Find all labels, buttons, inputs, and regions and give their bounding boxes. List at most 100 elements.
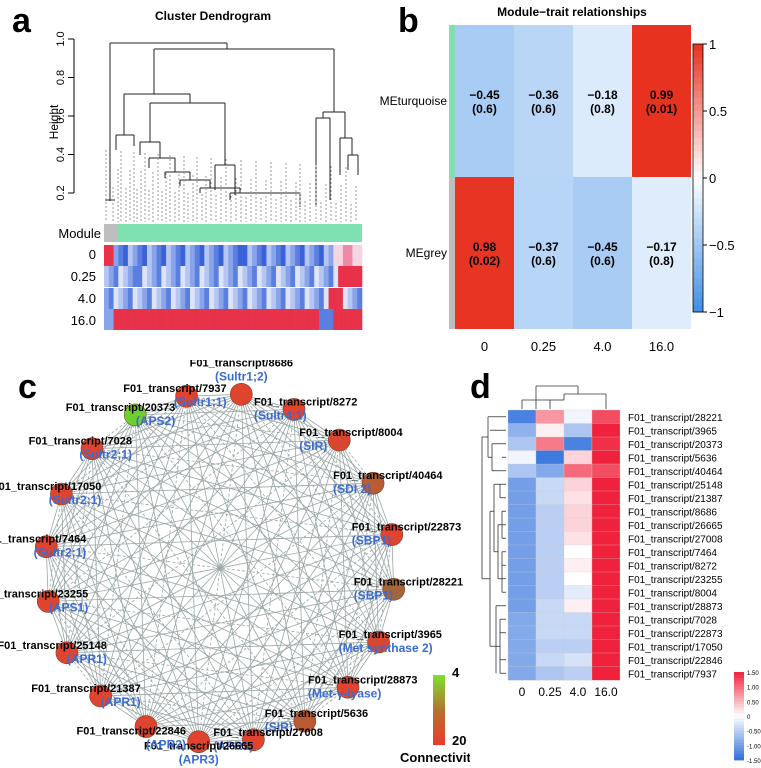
- hub-gene-cell: [507, 490, 537, 505]
- trait-heatmap-cell: [323, 245, 329, 266]
- trait-heatmap-cell: [247, 245, 253, 266]
- node-transcript-label: F01_transcript/22873: [352, 522, 461, 534]
- coexpression-network-panel: F01_transcript/8686(Sultr1;2)F01_transcr…: [0, 360, 470, 767]
- trait-heatmap-cell: [113, 309, 119, 330]
- colorbar-segment: [693, 151, 703, 159]
- colorbar-tick-label: −0.5: [709, 238, 735, 253]
- trait-heatmap-cell: [156, 309, 162, 330]
- trait-heatmap-cell: [209, 309, 215, 330]
- network-edge: [46, 395, 187, 547]
- zscore-colorbar-segment: [734, 736, 744, 740]
- trait-heatmap-cell: [147, 288, 153, 309]
- cluster-dendrogram-panel: Cluster Dendrogram Height 0.2 0.4 0.6 0.8 1.…: [47, 9, 363, 330]
- network-edge: [61, 493, 102, 697]
- network-edge: [186, 395, 340, 441]
- trait-heatmap-cell: [299, 309, 305, 330]
- network-edge: [135, 414, 392, 535]
- colorbar-segment: [693, 137, 703, 145]
- node-transcript-label: F01_transcript/20373: [66, 402, 175, 414]
- trait-heatmap-cell: [190, 288, 196, 309]
- trait-heatmap-cell: [209, 245, 215, 266]
- trait-heatmap-cell: [290, 245, 296, 266]
- network-edge: [100, 695, 305, 722]
- network-node: [123, 403, 147, 427]
- trait-heatmap-cell: [127, 245, 133, 266]
- trait-heatmap-cell: [314, 288, 320, 309]
- trait-heatmap-cell: [199, 266, 205, 287]
- hub-gene-cell: [591, 558, 621, 573]
- trait-heatmap-cell: [123, 266, 129, 287]
- hub-gene-cell: [563, 463, 593, 478]
- trait-heatmap-cell: [190, 266, 196, 287]
- trait-heatmap-cell: [242, 266, 248, 287]
- network-edge: [145, 726, 254, 741]
- node-transcript-label: F01_transcript/40464: [333, 470, 443, 482]
- hub-gene-cell: [507, 409, 537, 424]
- hub-gene-cell: [507, 598, 537, 613]
- network-edge: [134, 414, 379, 643]
- module-row-label: MEgrey: [406, 246, 447, 260]
- trait-heatmap-cell: [142, 288, 148, 309]
- trait-heatmap-cell: [147, 309, 153, 330]
- trait-heatmap-cell: [333, 266, 339, 287]
- node-transcript-label: F01_transcript/7464: [0, 534, 87, 546]
- colorbar-segment: [693, 64, 703, 72]
- module-trait-cell: [632, 177, 691, 329]
- hub-gene-cell: [507, 463, 537, 478]
- trait-heatmap-cell: [256, 266, 262, 287]
- trait-heatmap-cell: [166, 288, 172, 309]
- trait-heatmap-cell: [285, 288, 291, 309]
- network-edge: [100, 482, 374, 697]
- trait-heatmap-cell: [314, 245, 320, 266]
- zscore-colorbar-segment: [734, 754, 744, 758]
- trait-column-label: 0: [481, 339, 488, 354]
- hub-gene-column-label: 4.0: [570, 685, 587, 699]
- zscore-colorbar-segment: [734, 742, 744, 746]
- network-node: [134, 715, 158, 738]
- node-transcript-label: F01_transcript/8004: [299, 427, 403, 439]
- trait-heatmap-cell: [347, 245, 353, 266]
- network-edge: [61, 493, 349, 688]
- hub-gene-cell: [563, 423, 593, 438]
- trait-heatmap-cell: [271, 266, 277, 287]
- zscore-colorbar-segment: [734, 748, 744, 752]
- network-edge: [66, 652, 305, 722]
- colorbar-segment: [693, 50, 703, 58]
- network-node-labels: F01_transcript/8686(Sultr1;2)F01_transcr…: [0, 360, 463, 767]
- trait-heatmap-cell: [213, 266, 219, 287]
- node-transcript-label: F01_transcript/27008: [213, 727, 322, 739]
- network-edge: [91, 448, 306, 722]
- network-node: [55, 641, 79, 665]
- trait-heatmap-cell: [118, 245, 124, 266]
- trait-heatmap-cell: [247, 288, 253, 309]
- y-tick-label: 0.6: [55, 108, 67, 123]
- trait-heatmap-cell: [223, 288, 229, 309]
- zscore-colorbar-tick-label: -1.50: [747, 759, 761, 765]
- trait-heatmap-cell: [142, 245, 148, 266]
- trait-heatmap-cell: [280, 266, 286, 287]
- panel-letter-d: d: [470, 368, 491, 406]
- hub-gene-cell: [591, 585, 621, 600]
- trait-heatmap-cell: [271, 245, 277, 266]
- network-edge: [186, 395, 394, 590]
- hub-gene-label: F01_transcript/3965: [628, 426, 717, 437]
- trait-column-label: 4.0: [593, 339, 611, 354]
- zscore-colorbar-tick-label: 0: [747, 715, 751, 721]
- row-dendrogram: [481, 416, 506, 674]
- trait-row-labels: 0 0.25 4.0 16.0: [71, 247, 96, 328]
- hub-gene-column-label: 0.25: [538, 685, 562, 699]
- node-transcript-label: F01_transcript/28221: [354, 576, 463, 588]
- network-edge: [145, 720, 305, 727]
- network-edge: [134, 414, 394, 590]
- network-edge: [61, 395, 187, 495]
- correlation-value: −0.36: [528, 88, 559, 102]
- module-row-label: Module: [58, 226, 101, 241]
- connectivity-gradient-bar: [433, 675, 445, 745]
- network-edge: [46, 393, 242, 548]
- hub-gene-cell: [563, 652, 593, 667]
- hub-gene-cell: [507, 666, 537, 681]
- hub-gene-cell: [535, 463, 565, 478]
- network-edge: [372, 483, 379, 643]
- hub-gene-cell: [591, 477, 621, 492]
- hub-gene-cell: [563, 477, 593, 492]
